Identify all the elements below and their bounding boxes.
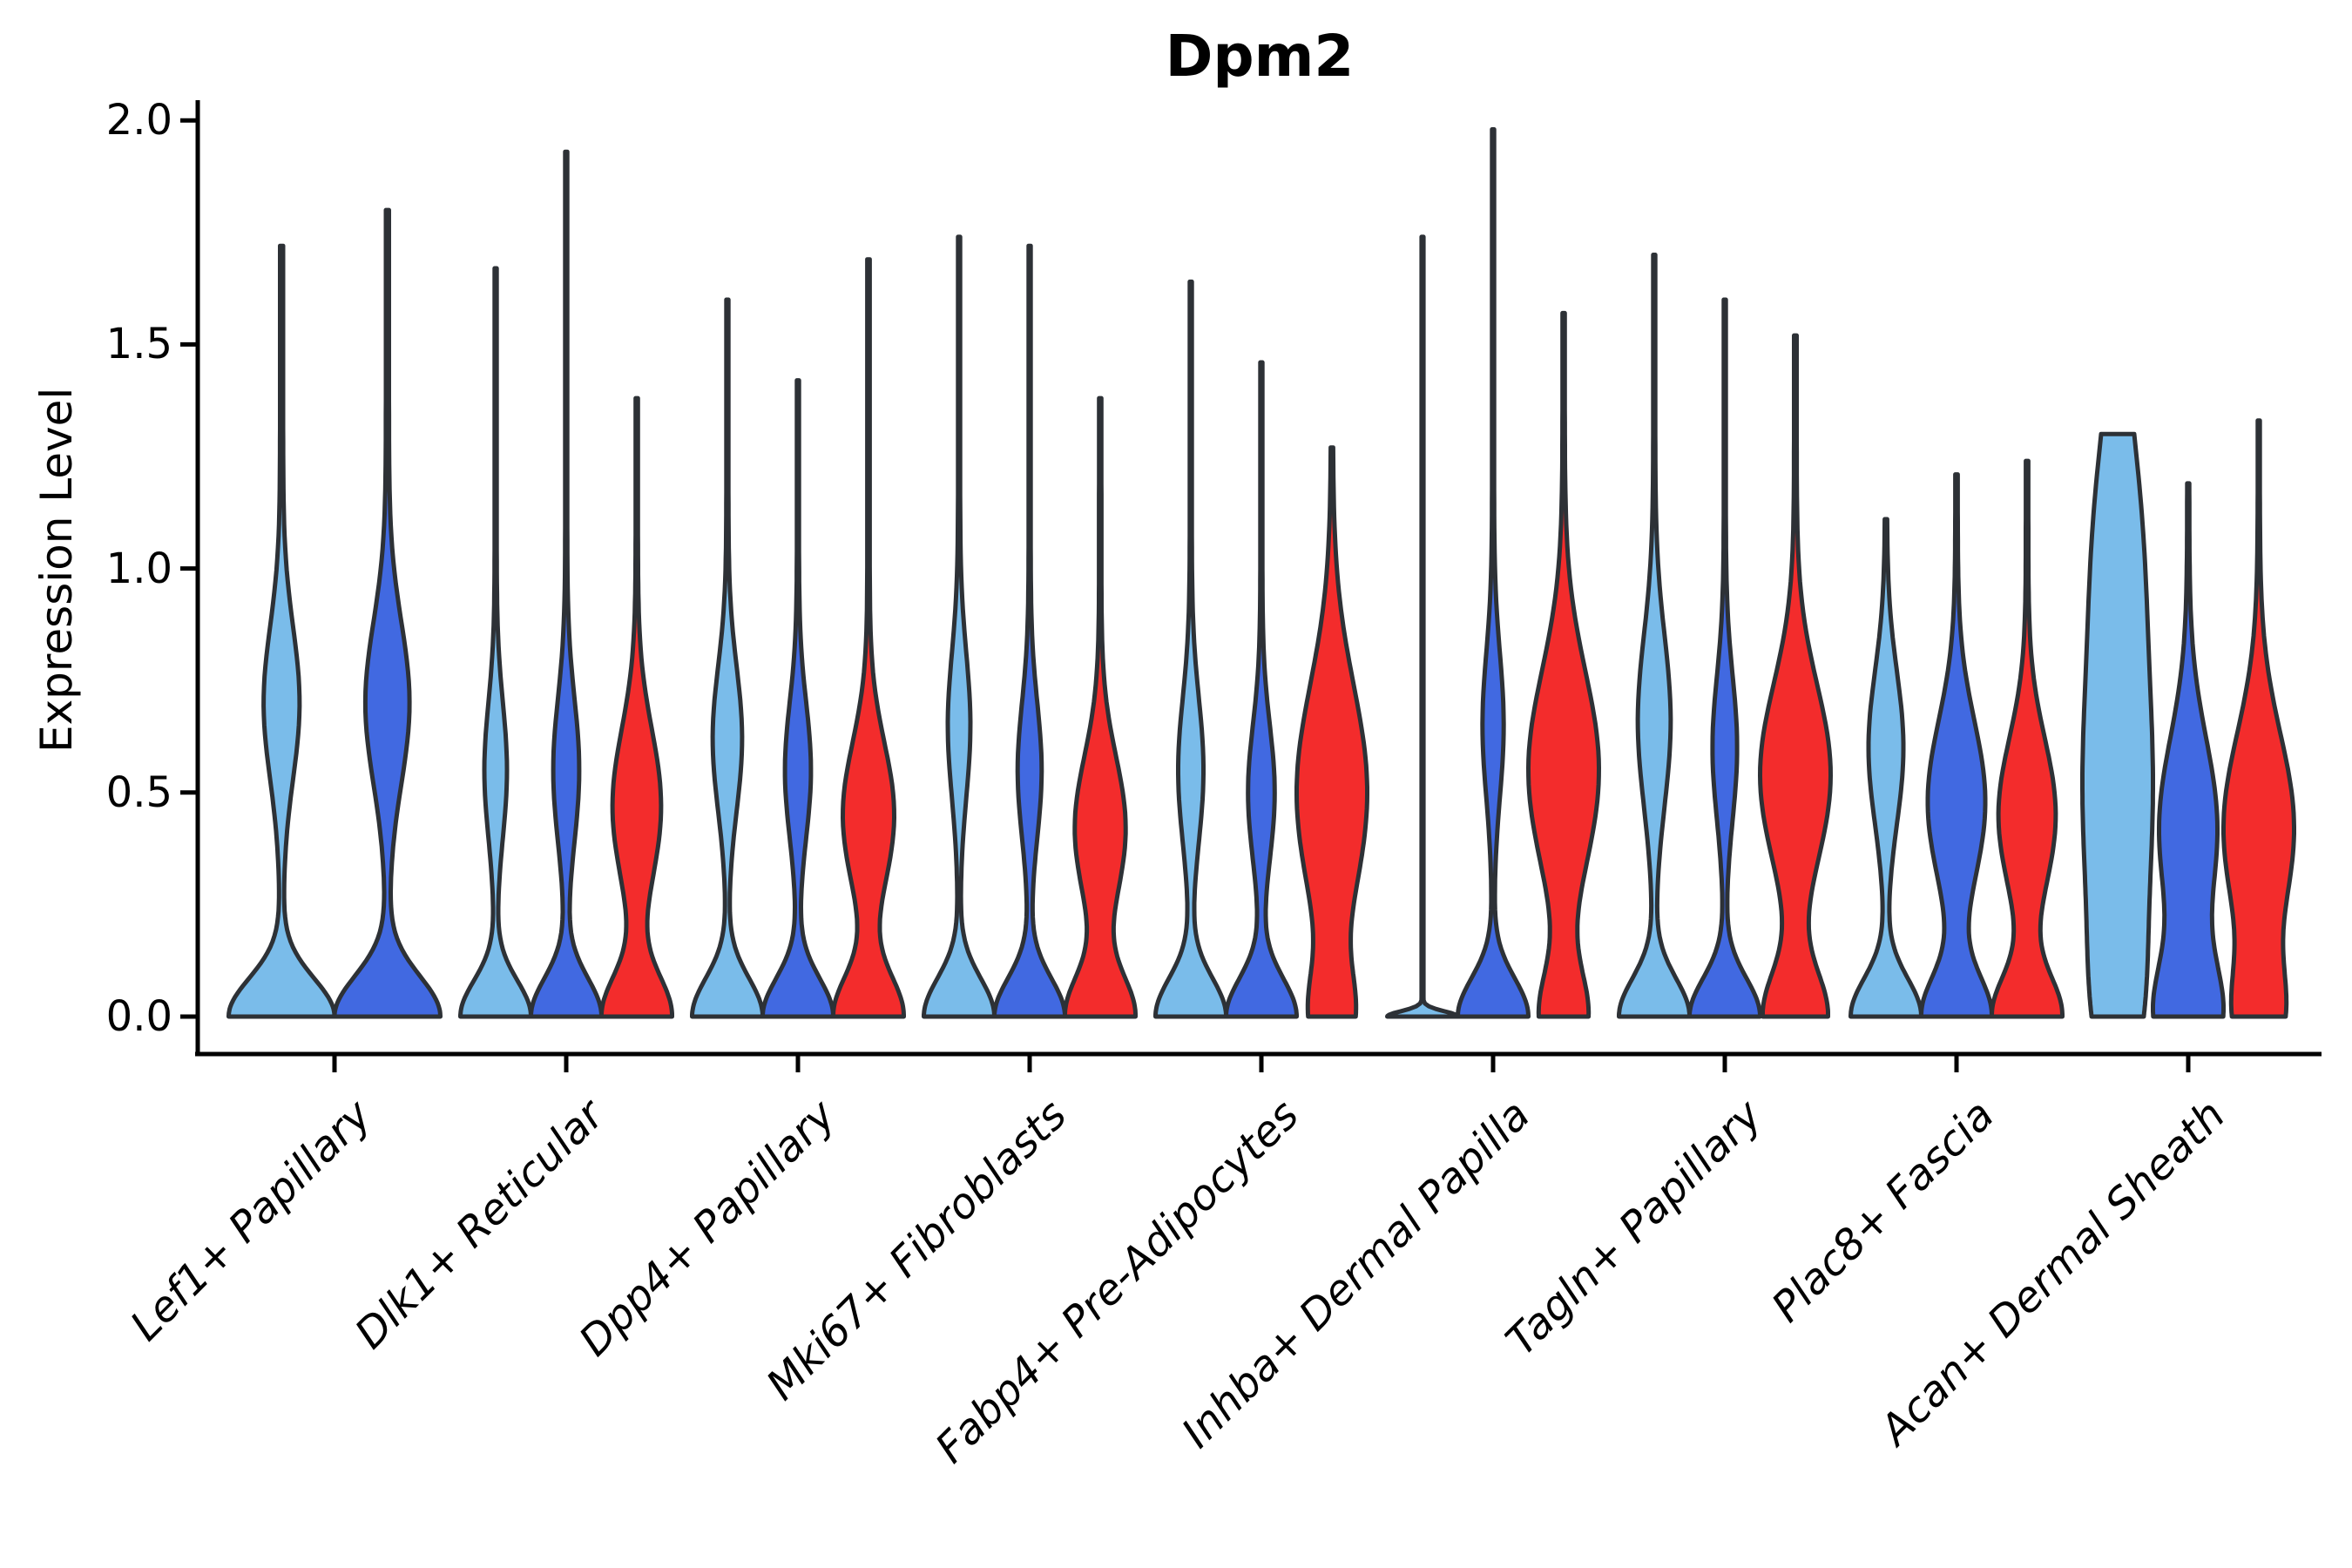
violin bbox=[458, 266, 533, 1019]
violin bbox=[760, 378, 835, 1019]
violin bbox=[1990, 458, 2065, 1019]
violin bbox=[1294, 445, 1369, 1019]
violin bbox=[529, 149, 604, 1019]
violin bbox=[2080, 431, 2155, 1019]
y-tick-label: 2.0 bbox=[105, 96, 172, 145]
violin bbox=[831, 257, 906, 1019]
y-tick-label: 0.0 bbox=[105, 992, 172, 1041]
y-tick-label: 1.0 bbox=[105, 544, 172, 593]
violin bbox=[1063, 395, 1138, 1019]
violin bbox=[2221, 418, 2296, 1019]
violin bbox=[1224, 360, 1299, 1019]
violin bbox=[1848, 517, 1923, 1019]
page-title: Dpm2 bbox=[1165, 23, 1355, 90]
violin bbox=[2151, 481, 2226, 1019]
violin bbox=[1758, 333, 1833, 1019]
y-tick-label: 1.5 bbox=[105, 320, 172, 369]
violin bbox=[922, 234, 997, 1019]
violin bbox=[1687, 297, 1762, 1019]
violin bbox=[1456, 127, 1531, 1019]
violin bbox=[992, 243, 1067, 1019]
violin bbox=[599, 395, 674, 1019]
violin bbox=[1526, 310, 1601, 1019]
violin bbox=[690, 297, 765, 1019]
violin bbox=[1153, 279, 1228, 1019]
violin bbox=[1919, 472, 1994, 1019]
violin bbox=[1617, 253, 1692, 1019]
violin bbox=[226, 243, 337, 1019]
y-tick-label: 0.5 bbox=[105, 767, 172, 817]
violin bbox=[1385, 234, 1460, 1019]
violin bbox=[332, 207, 443, 1019]
